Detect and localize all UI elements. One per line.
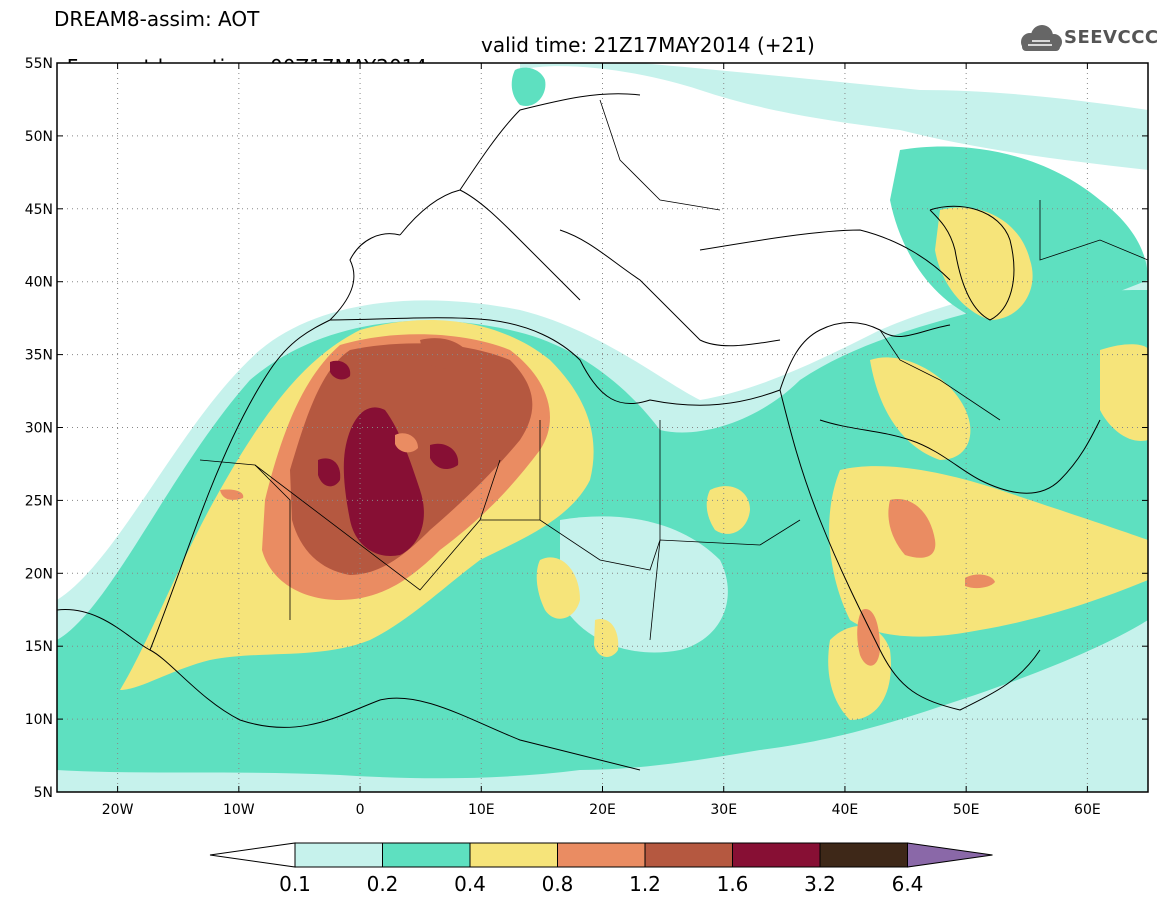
colorbar-level-label: 0.1	[279, 872, 311, 896]
aot-band-0.8-mauritania	[220, 489, 244, 500]
aot-band-1.6-east	[430, 443, 459, 470]
colorbar-level-label: 0.8	[542, 872, 574, 896]
colorbar-box	[644, 842, 733, 868]
aot-band-0.1-north	[520, 63, 1148, 170]
colorbar-labels: 0.1 0.2 0.4 0.8 1.2 1.6 3.2 6.4	[279, 872, 923, 896]
lon-tick-label: 60E	[1074, 802, 1101, 818]
coastlines	[57, 93, 1101, 771]
colorbar-level-label: 3.2	[804, 872, 836, 896]
aot-band-0.4-iran	[870, 357, 971, 460]
map-frame	[56, 62, 1149, 793]
lon-tick-label: 10E	[468, 802, 495, 818]
colorbar-box	[382, 842, 471, 868]
aot-band-0.4-sudan	[706, 486, 750, 534]
aot-band-0.8-hole	[395, 433, 418, 453]
lat-tick-label: 5N	[34, 785, 53, 801]
map-axes: 55N 50N 45N 40N 35N 30N 25N 20N 15N 10N 5N 20W 10W 0 1…	[25, 56, 1148, 818]
colorbar-box	[819, 842, 908, 868]
lon-tick-label: 50E	[953, 802, 980, 818]
lat-tick-label: 30N	[25, 421, 53, 437]
colorbar-level-label: 1.2	[629, 872, 661, 896]
lat-tick-label: 15N	[25, 639, 53, 655]
colorbar-boxes	[209, 842, 993, 868]
aot-band-1.6-west	[318, 458, 341, 487]
colorbar-box	[469, 842, 558, 868]
grid-lines	[57, 63, 1148, 792]
lat-tick-label: 10N	[25, 712, 53, 728]
lat-tick-label: 45N	[25, 202, 53, 218]
colorbar-level-label: 0.4	[454, 872, 486, 896]
logo-text: SEEVCCC	[1064, 27, 1159, 48]
colorbar-box	[732, 842, 821, 868]
lon-tick-label: 0	[356, 802, 365, 818]
valid-time-text: valid time: 21Z17MAY2014 (+21)	[481, 33, 815, 57]
lat-tick-label: 25N	[25, 493, 53, 509]
aot-band-0.2-baltic	[511, 67, 546, 106]
lon-tick-label: 10W	[223, 802, 255, 818]
aot-band-0.4-east	[1100, 344, 1148, 441]
country-borders	[199, 99, 1148, 641]
colorbar-box	[294, 842, 383, 868]
lat-tick-label: 20N	[25, 566, 53, 582]
lon-tick-label: 20E	[589, 802, 616, 818]
map-title: DREAM8-assim: AOT	[54, 7, 260, 31]
aot-band-0.8-eritrea	[857, 609, 880, 666]
lat-tick-label: 40N	[25, 275, 53, 291]
colorbar-below-arrow	[209, 842, 296, 868]
colorbar-box	[557, 842, 646, 868]
aot-band-0.8-arabia	[888, 499, 936, 558]
colorbar-level-label: 1.6	[717, 872, 749, 896]
lat-tick-label: 35N	[25, 348, 53, 364]
aot-band-1.6-morocco	[330, 360, 351, 380]
colorbar-level-label: 6.4	[892, 872, 924, 896]
aot-band-0.8-rim	[965, 574, 995, 589]
lon-tick-label: 20W	[102, 802, 134, 818]
lat-tick-label: 55N	[25, 56, 53, 72]
aot-band-1.2-north	[420, 338, 470, 369]
colorbar-level-label: 0.2	[367, 872, 399, 896]
aot-band-0.4-chad	[536, 557, 580, 619]
lon-tick-label: 40E	[832, 802, 859, 818]
aot-band-0.4-blot	[594, 619, 619, 657]
lon-tick-label: 30E	[710, 802, 737, 818]
aot-field	[57, 63, 1148, 792]
colorbar-above-arrow	[907, 842, 993, 868]
aot-band-0.1-sahel	[560, 516, 728, 653]
cloud-logo-icon	[1021, 25, 1062, 51]
aot-band-1.6	[343, 407, 424, 556]
lat-tick-label: 50N	[25, 129, 53, 145]
